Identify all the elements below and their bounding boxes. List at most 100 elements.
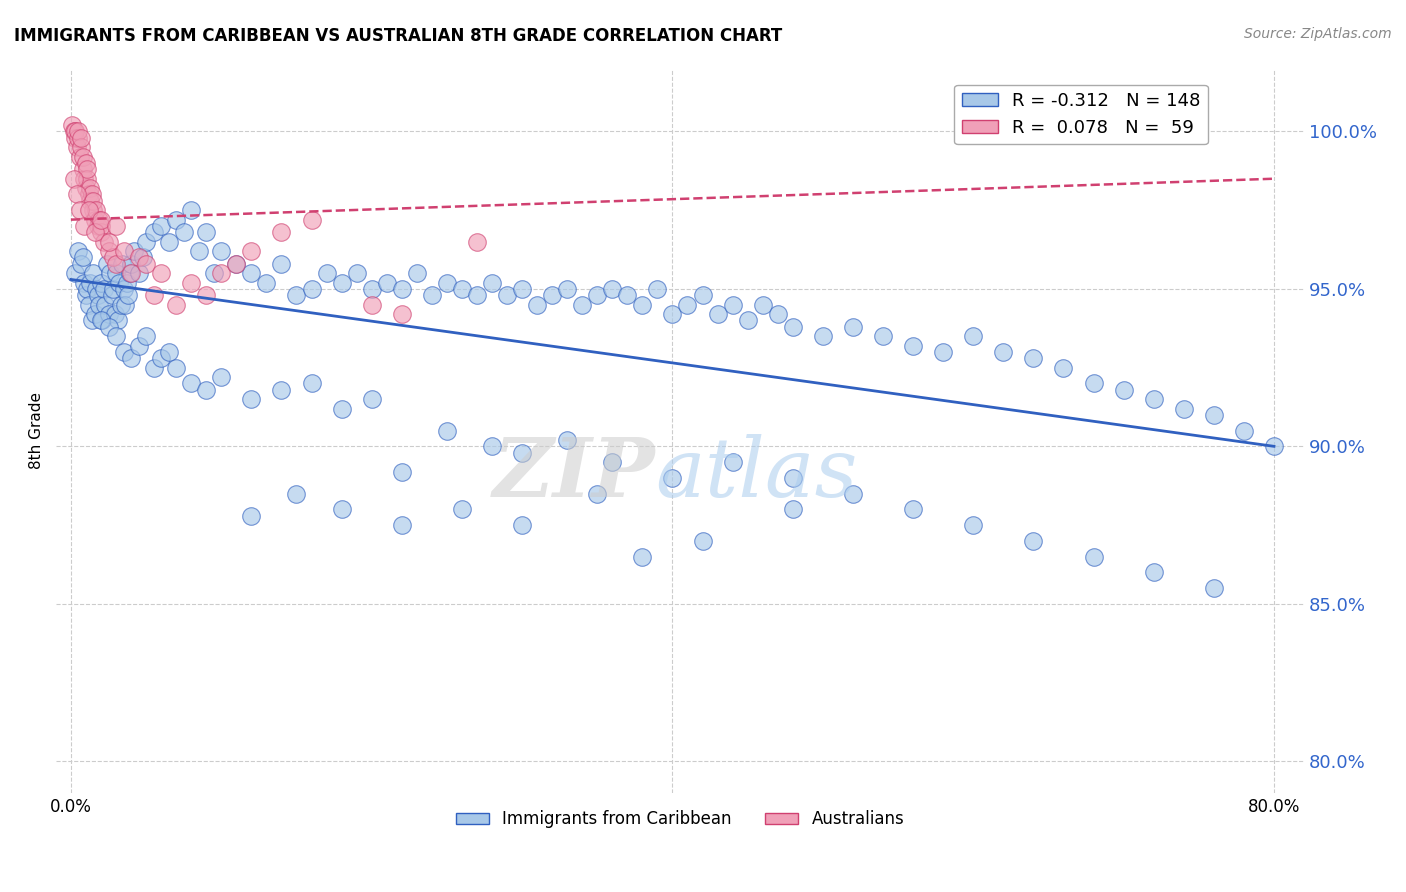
Point (631, 298, 654, 312)
Point (1263, 439, 1285, 453)
Point (84, 307, 107, 321)
Point (405, 266, 427, 280)
Point (84, 225, 107, 239)
Point (97, 307, 120, 321)
Point (114, 298, 136, 312)
Point (128, 338, 150, 352)
Point (118, 266, 141, 280)
Point (1112, 383, 1135, 397)
Legend: Immigrants from Caribbean, Australians: Immigrants from Caribbean, Australians (449, 804, 911, 835)
Point (67, 244, 90, 259)
Point (842, 486, 865, 500)
Point (90, 276, 112, 290)
Point (135, 235, 157, 249)
Point (315, 266, 337, 280)
Point (120, 351, 142, 366)
Point (301, 212, 323, 227)
Point (103, 307, 125, 321)
Point (195, 225, 218, 239)
Point (67, 130, 90, 145)
Point (82, 266, 104, 280)
Point (80, 313, 103, 327)
Point (72, 150, 94, 164)
Point (93, 235, 115, 249)
Point (165, 360, 187, 375)
Point (782, 471, 804, 485)
Point (616, 288, 638, 302)
Point (436, 424, 458, 438)
Point (82, 203, 104, 218)
Point (1083, 376, 1105, 391)
Point (77, 203, 100, 218)
Point (72, 162, 94, 177)
Point (76, 282, 98, 296)
Point (90, 225, 112, 239)
Point (97, 244, 120, 259)
Point (97, 319, 120, 334)
Point (77, 298, 100, 312)
Point (721, 298, 744, 312)
Point (70, 140, 93, 154)
Point (1202, 581, 1225, 595)
Point (932, 344, 955, 359)
Point (65, 266, 87, 280)
Point (75, 288, 97, 302)
Point (465, 235, 488, 249)
Point (112, 282, 135, 296)
Point (240, 392, 263, 406)
Point (86, 282, 108, 296)
Point (150, 219, 173, 233)
Point (90, 313, 112, 327)
Point (209, 266, 232, 280)
Point (451, 282, 474, 296)
Point (97, 235, 120, 249)
Point (1143, 392, 1166, 406)
Point (195, 288, 218, 302)
Point (165, 298, 187, 312)
Point (195, 383, 218, 397)
Point (600, 282, 623, 296)
Point (360, 392, 382, 406)
Point (270, 257, 292, 271)
Point (157, 235, 180, 249)
Point (91, 313, 114, 327)
Point (128, 251, 150, 265)
Point (112, 244, 135, 259)
Point (1233, 424, 1256, 438)
Point (79, 276, 101, 290)
Point (187, 244, 209, 259)
Point (391, 465, 413, 479)
Point (661, 471, 683, 485)
Point (128, 266, 150, 280)
Point (270, 225, 292, 239)
Point (79, 194, 101, 208)
Point (89, 212, 111, 227)
Point (82, 194, 104, 208)
Point (240, 266, 263, 280)
Point (142, 360, 165, 375)
Point (541, 288, 564, 302)
Point (75, 181, 97, 195)
Point (481, 276, 503, 290)
Point (330, 276, 353, 290)
Point (165, 212, 187, 227)
Point (510, 518, 533, 533)
Point (70, 257, 93, 271)
Point (510, 445, 533, 459)
Point (69, 150, 91, 164)
Point (526, 298, 548, 312)
Point (94, 298, 117, 312)
Point (901, 338, 924, 352)
Point (122, 244, 145, 259)
Point (254, 276, 277, 290)
Point (89, 298, 111, 312)
Point (96, 257, 118, 271)
Point (117, 288, 139, 302)
Point (65, 130, 87, 145)
Point (1143, 566, 1166, 580)
Point (70, 130, 93, 145)
Point (706, 307, 728, 321)
Point (647, 282, 669, 296)
Point (75, 156, 97, 170)
Text: atlas: atlas (655, 434, 858, 514)
